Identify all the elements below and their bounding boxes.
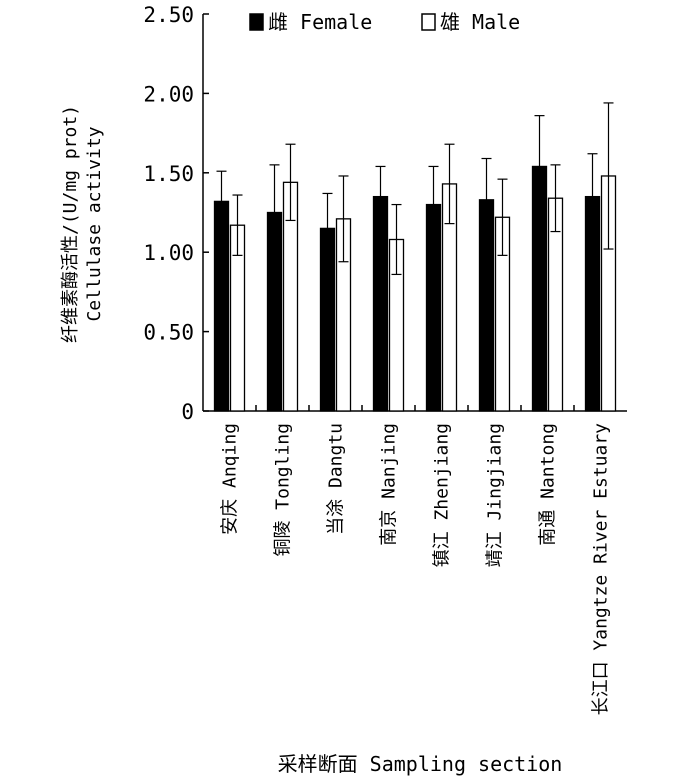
x-tick-label: 南京 Nanjing: [379, 423, 400, 546]
y-tick-label: 0: [181, 400, 194, 424]
legend: 雌 Female 雄 Male: [249, 10, 520, 34]
y-tick-label: 2.00: [143, 82, 194, 106]
x-axis-title: 采样断面 Sampling section: [278, 752, 563, 776]
x-tick-label: 靖江 Jingjiang: [485, 423, 506, 567]
y-tick-label: 1.50: [143, 162, 194, 186]
x-tick-label: 镇江 Zhenjiang: [432, 423, 453, 567]
legend-swatch-male: [421, 13, 436, 31]
x-tick-label: 南通 Nantong: [538, 423, 559, 546]
plot-area: 0 0.50 1.00 1.50 2.00 2.50 安庆 Anqing 铜陵 Tonglin…: [143, 3, 627, 715]
bar-female: [213, 200, 230, 412]
x-tick-label: 铜陵 Tongling: [273, 423, 294, 557]
x-tick-label: 安庆 Anqing: [220, 423, 241, 535]
legend-label-female: 雌 Female: [268, 10, 372, 34]
x-tick-label: 长江口 Yangtze River Estuary: [591, 423, 612, 716]
y-tick-label: 1.00: [143, 241, 194, 265]
y-tick-label: 2.50: [143, 3, 194, 27]
bar-female: [372, 195, 389, 412]
x-tick-label: 当涂 Dangtu: [326, 423, 347, 535]
y-tick-label: 0.50: [143, 321, 194, 345]
y-axis-title-en: Cellulase activity: [84, 126, 105, 321]
legend-label-male: 雄 Male: [440, 10, 520, 34]
y-axis-title-cn: 纤维素酶活性/(U/mg prot): [60, 105, 81, 343]
legend-swatch-female: [249, 13, 264, 31]
